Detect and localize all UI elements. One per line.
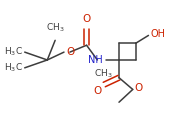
Text: OH: OH <box>151 29 165 39</box>
Text: H$_3$C: H$_3$C <box>4 46 23 58</box>
Text: O: O <box>93 86 101 97</box>
Text: NH: NH <box>88 55 102 65</box>
Text: CH$_3$: CH$_3$ <box>46 22 64 34</box>
Text: O: O <box>135 83 143 93</box>
Text: O: O <box>82 14 91 24</box>
Text: CH$_3$: CH$_3$ <box>94 68 113 80</box>
Text: H$_3$C: H$_3$C <box>4 62 23 74</box>
Text: O: O <box>66 47 74 57</box>
